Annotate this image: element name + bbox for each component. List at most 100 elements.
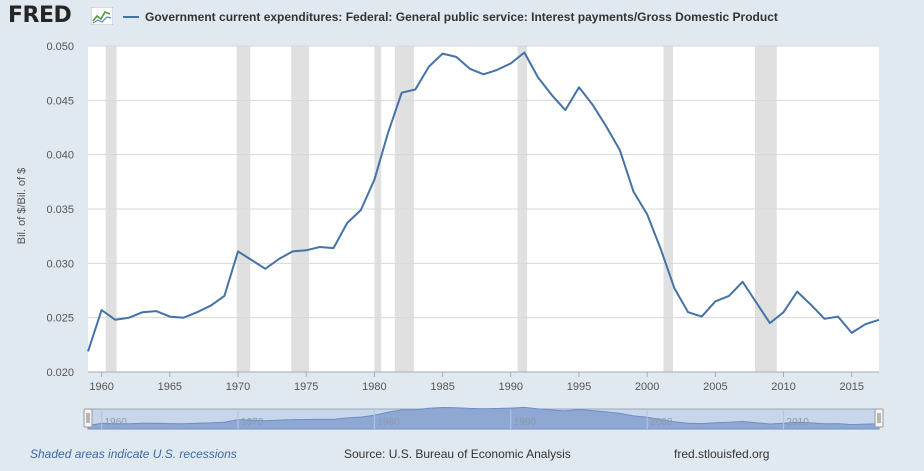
data-point	[263, 266, 268, 271]
data-point	[495, 67, 500, 72]
y-tick-label: 0.040	[46, 150, 74, 162]
data-point	[195, 310, 200, 315]
chart-legend[interactable]: Government current expenditures: Federal…	[123, 9, 778, 25]
y-tick-label: 0.045	[46, 95, 74, 107]
data-point	[604, 124, 609, 129]
x-tick-label: 2005	[703, 381, 727, 393]
data-point	[113, 317, 118, 322]
data-point	[645, 212, 650, 217]
y-tick-label: 0.035	[46, 204, 74, 216]
data-point	[795, 289, 800, 294]
data-point	[631, 189, 636, 194]
x-tick-label: 1980	[362, 381, 386, 393]
data-point	[836, 314, 841, 319]
data-point	[536, 75, 541, 80]
data-point	[467, 66, 472, 71]
data-point	[99, 308, 104, 313]
data-point	[686, 310, 691, 315]
data-point	[426, 64, 431, 69]
data-point	[372, 177, 377, 182]
data-point	[413, 87, 418, 92]
data-point	[726, 293, 731, 298]
data-point	[740, 279, 745, 284]
data-point	[236, 249, 241, 254]
data-point	[522, 50, 527, 55]
data-point	[440, 51, 445, 56]
navigator-tick-label: 1960	[105, 417, 128, 428]
data-point	[617, 148, 622, 153]
navigator-tick-label: 1980	[377, 417, 400, 428]
x-tick-label: 2015	[839, 381, 863, 393]
navigator-tick-label: 2000	[650, 417, 673, 428]
data-point	[331, 246, 336, 251]
data-point	[399, 90, 404, 95]
x-axis-ticks: 1960 1965 1970 1975 1980 1985 1990 1995 2000 2005…	[88, 371, 879, 393]
data-point	[767, 321, 772, 326]
y-tick-label: 0.020	[46, 367, 74, 379]
data-point	[358, 208, 363, 213]
navigator-tick-label: 1970	[241, 417, 264, 428]
x-tick-label: 1985	[430, 381, 454, 393]
data-point	[86, 349, 91, 354]
y-tick-label: 0.030	[46, 258, 74, 270]
data-point	[154, 309, 159, 314]
x-tick-label: 1965	[158, 381, 182, 393]
x-tick-label: 1995	[567, 381, 591, 393]
data-point	[304, 248, 309, 253]
data-point	[276, 256, 281, 261]
fred-chart-logo-icon	[91, 7, 113, 25]
data-point	[781, 310, 786, 315]
data-point	[822, 316, 827, 321]
data-point	[576, 85, 581, 90]
x-tick-label: 1960	[89, 381, 113, 393]
data-point	[454, 54, 459, 59]
data-point	[713, 299, 718, 304]
data-point	[849, 330, 854, 335]
data-point	[563, 108, 568, 113]
data-point	[672, 286, 677, 291]
navigator-right-handle[interactable]	[874, 408, 884, 428]
data-point	[140, 310, 145, 315]
recession-note[interactable]: Shaded areas indicate U.S. recessions	[30, 447, 237, 461]
data-point	[208, 303, 213, 308]
y-axis-ticks: 0.020 0.025 0.030 0.035 0.040 0.045 0.050	[46, 41, 74, 379]
data-point	[222, 293, 227, 298]
line-chart: 0.020 0.025 0.030 0.035 0.040 0.045 0.050 1960…	[46, 41, 884, 430]
data-point	[481, 72, 486, 77]
navigator-tick-label: 2010	[787, 417, 810, 428]
y-tick-label: 0.025	[46, 313, 74, 325]
navigator-tick-label: 1990	[514, 417, 537, 428]
data-point	[754, 300, 759, 305]
range-navigator[interactable]: 1960 1970 1980 1990 2000 2010	[83, 406, 884, 430]
data-point	[345, 221, 350, 226]
data-point	[508, 61, 513, 66]
legend-line-swatch	[123, 16, 139, 18]
source-credit: Source: U.S. Bureau of Economic Analysis	[344, 447, 571, 461]
x-tick-label: 2010	[771, 381, 795, 393]
data-point	[808, 302, 813, 307]
chart-header: FRED Government current expenditures: Fe…	[0, 0, 924, 36]
x-tick-label: 1990	[499, 381, 523, 393]
data-point	[658, 247, 663, 252]
data-point	[126, 315, 131, 320]
data-point	[167, 314, 172, 319]
data-point	[877, 317, 882, 322]
source-url[interactable]: fred.stlouisfed.org	[674, 447, 770, 461]
navigator-left-handle[interactable]	[83, 408, 93, 428]
legend-label: Government current expenditures: Federal…	[145, 10, 778, 24]
data-point	[590, 102, 595, 107]
series-line[interactable]	[87, 51, 880, 352]
navigator-ticks: 1960 1970 1980 1990 2000 2010	[101, 409, 810, 429]
y-tick-label: 0.050	[46, 41, 74, 53]
x-tick-label: 2000	[635, 381, 659, 393]
x-tick-label: 1975	[294, 381, 318, 393]
data-point	[699, 314, 704, 319]
data-point	[863, 322, 868, 327]
x-tick-label: 1970	[226, 381, 250, 393]
fred-logo[interactable]: FRED	[8, 3, 72, 28]
data-point	[181, 315, 186, 320]
data-point	[290, 249, 295, 254]
data-point	[549, 92, 554, 97]
data-point	[249, 258, 254, 263]
data-point	[386, 130, 391, 135]
